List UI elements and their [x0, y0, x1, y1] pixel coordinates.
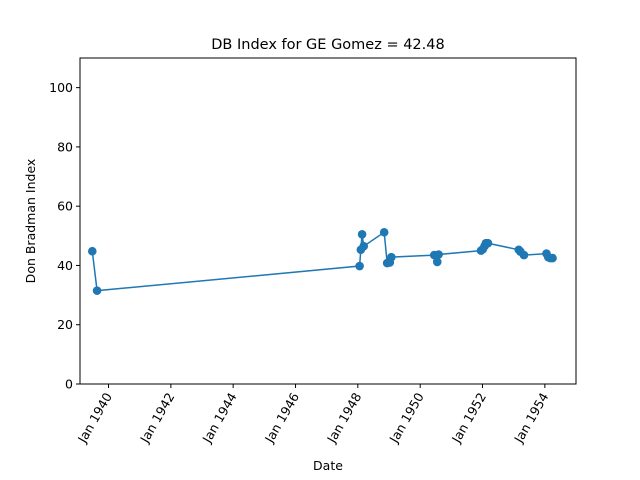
data-point	[359, 241, 369, 251]
x-tick-label: Jan 1952	[448, 390, 489, 446]
y-tick-label: 60	[57, 199, 73, 214]
y-tick-label: 80	[57, 139, 73, 154]
x-tick-label: Jan 1944	[199, 390, 240, 446]
data-point	[87, 246, 97, 256]
x-tick-label: Jan 1946	[261, 390, 302, 446]
data-point	[92, 286, 102, 295]
x-tick-label: Jan 1954	[510, 390, 551, 446]
data-point	[379, 227, 389, 237]
plot-frame	[79, 57, 577, 385]
data-point	[432, 257, 442, 267]
data-point	[519, 250, 529, 260]
x-axis: Jan 1940 Jan 1942 Jan 1944 Jan 1946 Jan 1948…	[74, 384, 551, 446]
x-tick-label: Jan 1942	[136, 390, 177, 446]
y-axis-label: Don Bradman Index	[23, 159, 38, 284]
y-tick-label: 20	[57, 317, 73, 332]
chart-title: DB Index for GE Gomez = 42.48	[211, 37, 444, 53]
data-point	[355, 261, 364, 271]
x-tick-label: Jan 1950	[386, 390, 427, 446]
data-point	[434, 250, 443, 259]
data-point	[483, 238, 493, 248]
data-point	[387, 252, 396, 262]
data-point	[357, 230, 367, 239]
data-point	[548, 253, 557, 263]
y-axis: 0 20 40 60 80 100	[49, 80, 80, 392]
y-tick-label: 0	[65, 377, 73, 392]
series-points	[87, 227, 557, 295]
y-tick-label: 100	[49, 80, 73, 95]
x-tick-label: Jan 1940	[74, 390, 115, 446]
x-tick-label: Jan 1948	[323, 390, 364, 446]
y-tick-label: 40	[57, 258, 73, 273]
x-axis-label: Date	[313, 458, 343, 473]
